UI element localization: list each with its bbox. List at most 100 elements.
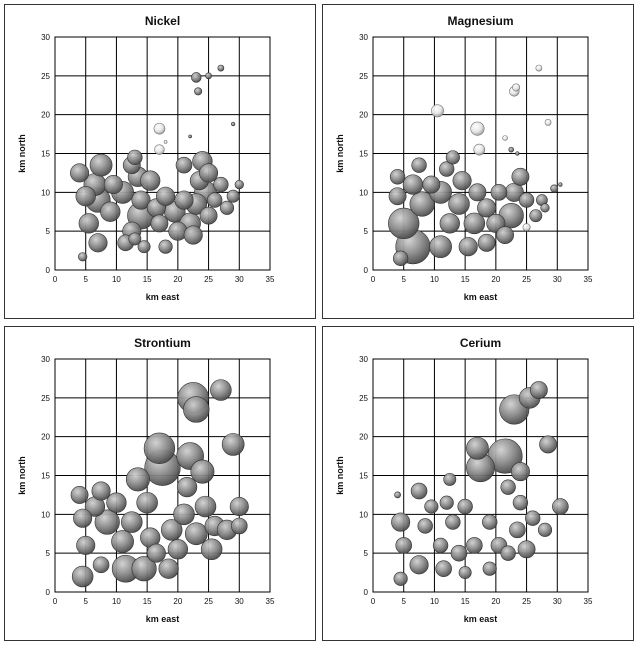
x-tick-label: 20	[173, 275, 182, 284]
data-bubble	[529, 209, 543, 223]
data-bubble	[457, 498, 473, 515]
y-tick-label: 5	[364, 227, 369, 236]
x-tick-label: 35	[584, 597, 593, 606]
x-tick-label: 35	[584, 275, 593, 284]
data-bubble	[512, 83, 521, 92]
y-tick-label: 10	[359, 188, 368, 197]
data-bubble	[91, 481, 111, 501]
data-bubble	[154, 144, 165, 155]
x-tick-label: 25	[204, 597, 213, 606]
data-bubble	[388, 207, 420, 240]
y-tick-label: 10	[41, 188, 50, 197]
y-tick-label: 25	[359, 72, 368, 81]
data-bubble	[535, 64, 543, 72]
data-bubble	[92, 556, 110, 574]
data-bubble	[217, 64, 225, 72]
data-bubble	[89, 153, 113, 177]
data-bubble	[229, 497, 249, 517]
data-bubble	[466, 537, 483, 554]
data-bubble	[199, 206, 218, 225]
x-tick-label: 20	[173, 597, 182, 606]
data-bubble	[515, 151, 520, 156]
data-bubble	[468, 183, 487, 202]
data-bubble	[219, 200, 235, 215]
data-bubble	[175, 156, 193, 174]
data-bubble	[128, 232, 142, 246]
x-tick-label: 35	[266, 275, 275, 284]
data-bubble	[445, 514, 461, 530]
x-tick-label: 20	[491, 597, 500, 606]
data-bubble	[473, 143, 486, 156]
data-bubble	[173, 503, 195, 526]
data-bubble	[125, 467, 150, 492]
y-tick-label: 30	[359, 355, 368, 364]
data-bubble	[512, 495, 529, 511]
data-bubble	[500, 479, 516, 495]
data-bubble	[490, 184, 508, 201]
x-tick-label: 35	[266, 597, 275, 606]
x-axis-label: km east	[146, 614, 180, 624]
y-tick-label: 30	[41, 355, 50, 364]
data-bubble	[213, 176, 229, 193]
data-bubble	[450, 544, 468, 562]
data-bubble	[140, 170, 161, 191]
data-bubble	[205, 72, 212, 80]
x-tick-label: 20	[491, 275, 500, 284]
y-tick-label: 30	[41, 33, 50, 42]
data-bubble	[103, 175, 123, 195]
data-bubble	[509, 521, 526, 539]
x-tick-label: 15	[461, 275, 470, 284]
data-bubble	[176, 477, 198, 498]
data-bubble	[417, 518, 433, 534]
chart-panel-magnesium: Magnesium 0 5 10 15 20 25 30 35 0 5 10 15 20 25 30 km ea…	[322, 4, 634, 319]
y-tick-label: 25	[41, 394, 50, 403]
y-tick-label: 0	[364, 266, 369, 275]
data-bubble	[78, 252, 88, 262]
data-bubble	[188, 134, 192, 139]
data-bubble	[537, 522, 553, 537]
data-bubble	[540, 203, 550, 213]
data-bubble	[402, 174, 424, 195]
data-bubble	[424, 499, 439, 514]
y-tick-label: 20	[359, 433, 368, 442]
y-tick-label: 5	[46, 549, 51, 558]
x-tick-label: 5	[401, 275, 406, 284]
data-bubble	[510, 462, 530, 482]
data-bubble	[525, 510, 541, 526]
chart-svg: Strontium 0 5 10 15 20 25 30 35 0 5 10 15 20 25 30 km ea…	[17, 336, 275, 624]
data-bubble	[73, 508, 93, 528]
y-tick-label: 0	[46, 588, 51, 597]
x-tick-label: 0	[53, 275, 58, 284]
x-tick-label: 0	[53, 597, 58, 606]
data-bubble	[439, 213, 460, 234]
x-tick-label: 30	[553, 275, 562, 284]
data-bubble	[231, 121, 236, 127]
data-bubble	[477, 198, 497, 218]
data-bubble	[136, 491, 158, 514]
data-bubble	[199, 163, 219, 183]
x-axis-label: km east	[146, 292, 180, 302]
data-bubble	[432, 537, 449, 554]
data-bubble	[389, 169, 406, 185]
chart-panel-nickel: Nickel 0 5 10 15 20 25 30 35 0 5 10 15 20 25 30 km east k…	[4, 4, 316, 319]
data-bubble	[502, 135, 508, 141]
data-bubble	[552, 498, 569, 515]
x-axis-label: km east	[464, 614, 498, 624]
x-tick-label: 10	[430, 275, 439, 284]
data-bubble	[422, 175, 441, 194]
x-tick-label: 25	[522, 275, 531, 284]
data-bubble	[477, 233, 496, 252]
data-bubble	[394, 491, 401, 499]
y-tick-label: 15	[41, 150, 50, 159]
data-bubble	[234, 179, 244, 190]
data-bubble	[448, 193, 470, 215]
x-tick-label: 25	[522, 597, 531, 606]
data-bubble	[194, 495, 217, 518]
data-bubble	[200, 538, 223, 561]
chart-panel-strontium: Strontium 0 5 10 15 20 25 30 35 0 5 10 15 20 25 30 km ea…	[4, 326, 316, 641]
data-bubble	[76, 535, 96, 555]
data-bubble	[100, 201, 121, 222]
data-bubble	[78, 213, 99, 234]
data-bubble	[410, 482, 428, 500]
data-bubble	[391, 512, 411, 532]
